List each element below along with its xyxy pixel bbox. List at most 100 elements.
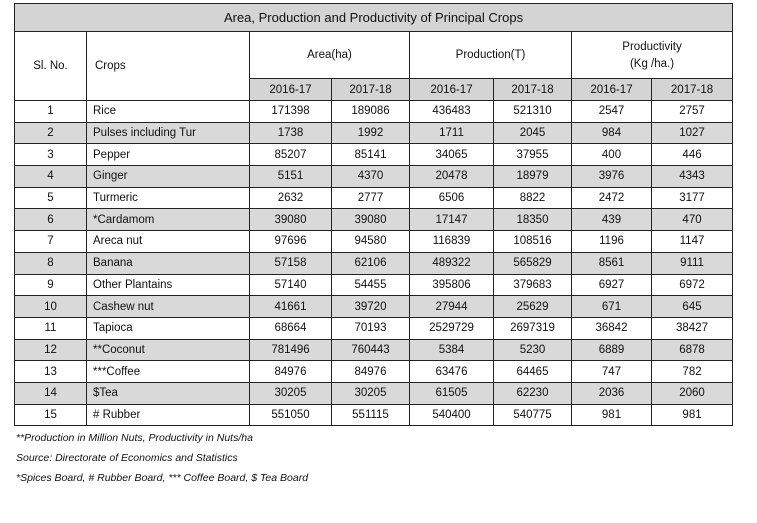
sl-no-cell: 10 [14,295,87,318]
value-cell: 27944 [409,295,494,318]
value-cell: 1196 [571,230,652,253]
value-cell: 4343 [650,165,734,188]
value-cell: 1711 [409,121,494,145]
value-cell: 645 [650,295,734,318]
value-cell: 85141 [331,143,410,167]
value-cell: 18350 [493,208,572,232]
value-cell: 94580 [331,230,410,253]
value-cell: 39080 [249,208,332,232]
footnote-coconut: **Production in Million Nuts, Productivi… [16,432,253,445]
value-cell: 61505 [409,381,494,405]
value-cell: 5384 [409,338,494,362]
value-cell: 25629 [493,295,572,318]
table-row: 12 **Coconut 781496 760443 5384 5230 6889 6878 [14,338,734,362]
table-row: 8 Banana 57158 62106 489322 565829 8561 9111 [14,251,734,275]
header-row: Sl. No. Crops Area(ha) Production(T) Pro… [14,31,734,101]
table-row: 15 # Rubber 551050 551115 540400 540775 981 981 [14,403,734,427]
value-cell: 6889 [571,338,652,362]
sl-no-cell: 4 [14,165,87,188]
crop-name-cell: Cashew nut [86,295,250,318]
year-header: 2016-17 [249,78,332,101]
value-cell: 2757 [650,100,734,123]
value-cell: 2045 [493,121,572,145]
table-row: 4 Ginger 5151 4370 20478 18979 3976 4343 [14,165,734,188]
table-row: 14 $Tea 30205 30205 61505 62230 2036 2060 [14,381,734,405]
sl-no-cell: 15 [14,403,87,427]
value-cell: 2060 [650,381,734,405]
value-cell: 981 [571,403,652,427]
value-cell: 565829 [493,251,572,275]
productivity-header: Productivity (Kg /ha.) [570,31,734,79]
value-cell: 781496 [249,338,332,362]
value-cell: 18979 [493,165,572,188]
table-row: 5 Turmeric 2632 2777 6506 8822 2472 3177 [14,186,734,210]
sl-no-header: Sl. No. [14,31,87,101]
value-cell: 1992 [331,121,410,145]
area-header: Area(ha) [249,31,410,79]
value-cell: 489322 [409,251,494,275]
value-cell: 379683 [493,273,572,297]
value-cell: 747 [571,360,652,383]
table-row: 11 Tapioca 68664 70193 2529729 2697319 36842 38… [14,316,734,340]
value-cell: 62106 [331,251,410,275]
value-cell: 84976 [331,360,410,383]
value-cell: 70193 [331,316,410,340]
value-cell: 30205 [249,381,332,405]
value-cell: 68664 [249,316,332,340]
crop-name-cell: *Cardamom [86,208,250,232]
value-cell: 436483 [409,100,494,123]
value-cell: 6506 [409,186,494,210]
value-cell: 36842 [571,316,652,340]
value-cell: 39720 [331,295,410,318]
table-row: 9 Other Plantains 57140 54455 395806 379683 69… [14,273,734,297]
table-row: 2 Pulses including Tur 1738 1992 1711 2045 984… [14,121,734,145]
value-cell: 1738 [249,121,332,145]
value-cell: 108516 [493,230,572,253]
value-cell: 446 [650,143,734,167]
value-cell: 981 [650,403,734,427]
sl-no-cell: 11 [14,316,87,340]
year-header: 2017-18 [331,78,410,101]
value-cell: 5151 [249,165,332,188]
value-cell: 3177 [650,186,734,210]
value-cell: 9111 [650,251,734,275]
value-cell: 400 [571,143,652,167]
value-cell: 395806 [409,273,494,297]
productivity-header-line1: Productivity [622,40,682,53]
year-header: 2016-17 [409,78,494,101]
sl-no-cell: 3 [14,143,87,167]
title-row: Area, Production and Productivity of Pri… [13,3,734,32]
value-cell: 20478 [409,165,494,188]
value-cell: 30205 [331,381,410,405]
value-cell: 2632 [249,186,332,210]
value-cell: 470 [650,208,734,232]
productivity-header-line2: (Kg /ha.) [629,57,675,70]
value-cell: 189086 [331,100,410,123]
footnote-boards: *Spices Board, # Rubber Board, *** Coffe… [16,472,309,485]
value-cell: 34065 [409,143,494,167]
table-row: 3 Pepper 85207 85141 34065 37955 400 446 [14,143,734,167]
table-title: Area, Production and Productivity of Pri… [13,3,734,32]
value-cell: 64465 [493,360,572,383]
sl-no-cell: 5 [14,186,87,210]
year-header-row: 2016-17 2017-18 2016-17 2017-18 2016-17 … [15,78,734,101]
sl-no-cell: 7 [14,230,87,253]
crops-table: Area, Production and Productivity of Pri… [13,3,734,427]
sl-no-cell: 1 [14,100,87,123]
value-cell: 2472 [571,186,652,210]
crop-name-cell: Other Plantains [86,273,250,297]
crop-name-cell: Banana [86,251,250,275]
crops-table-container: Area, Production and Productivity of Pri… [13,3,734,492]
value-cell: 17147 [409,208,494,232]
value-cell: 540400 [409,403,494,427]
value-cell: 760443 [331,338,410,362]
sl-no-cell: 13 [14,360,87,383]
value-cell: 57158 [249,251,332,275]
footnotes: **Production in Million Nuts, Productivi… [14,432,732,484]
value-cell: 57140 [249,273,332,297]
value-cell: 551050 [249,403,332,427]
crop-name-cell: $Tea [86,381,250,405]
value-cell: 521310 [493,100,572,123]
value-cell: 85207 [249,143,332,167]
value-cell: 54455 [331,273,410,297]
